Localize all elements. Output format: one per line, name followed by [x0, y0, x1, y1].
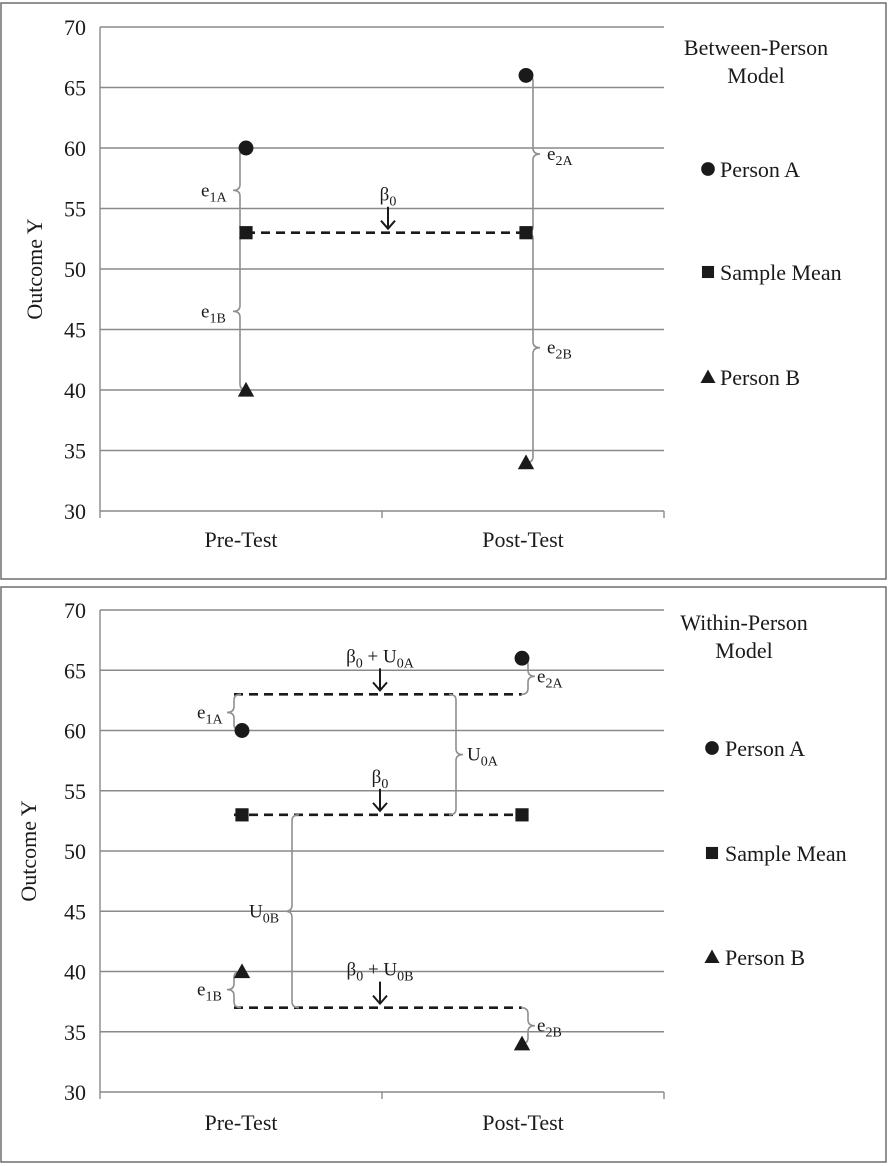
legend-marker-person-b	[700, 369, 716, 384]
brace-e1b	[226, 970, 242, 1009]
legend-marker-person-b	[704, 949, 720, 964]
brace-e2b	[520, 1006, 536, 1045]
x-category-label-pre-test: Pre-Test	[205, 527, 278, 552]
y-tick-label-30: 30	[64, 499, 86, 524]
data-point-person-a-post-test	[518, 67, 534, 83]
reference-label-0: β0 + U0A	[346, 646, 415, 671]
between-person-chart: 30 35 40 45 50 55 60 65 70 Pre-Test Post-Test Outco…	[22, 15, 842, 552]
data-point-person-a-post-test	[514, 650, 530, 666]
chart-title-line-1: Between-Person	[684, 35, 828, 60]
y-tick-label-60: 60	[64, 136, 86, 161]
x-category-label-pre-test: Pre-Test	[205, 1110, 278, 1135]
top-panel-frame	[0, 2, 887, 580]
chart-title-line-1: Within-Person	[680, 610, 807, 635]
y-tick-label-55: 55	[64, 197, 86, 222]
data-point-sample-mean-pre-test	[235, 808, 249, 822]
reference-label-1: β0	[372, 767, 389, 792]
y-tick-label-45: 45	[64, 318, 86, 343]
brace-label-e1a: e1A	[201, 180, 227, 205]
y-tick-label-60: 60	[64, 719, 86, 744]
chart-title-line-2: Model	[715, 638, 772, 663]
brace-label-u0a: U0A	[467, 745, 499, 770]
legend-marker-person-a	[701, 162, 715, 176]
x-category-label-post-test: Post-Test	[482, 1110, 564, 1135]
reference-arrow-0	[380, 206, 396, 231]
data-point-person-a-pre-test	[234, 723, 250, 738]
y-axis-label: Outcome Y	[22, 218, 47, 319]
reference-arrow-1	[372, 788, 388, 813]
data-point-person-b-pre-test	[237, 381, 255, 397]
y-tick-label-40: 40	[64, 960, 86, 985]
data-point-sample-mean-pre-test	[239, 226, 253, 240]
reference-arrow-0	[372, 668, 388, 692]
y-tick-label-70: 70	[64, 598, 86, 623]
legend-label-person-a: Person A	[725, 736, 805, 761]
y-tick-label-40: 40	[64, 378, 86, 403]
y-axis-label: Outcome Y	[16, 800, 41, 901]
y-tick-label-35: 35	[64, 1020, 86, 1045]
y-tick-label-55: 55	[64, 779, 86, 804]
legend-label-sample-mean: Sample Mean	[725, 841, 847, 866]
reference-label-2: β0 + U0B	[347, 960, 414, 985]
reference-label-0: β0	[380, 185, 397, 210]
brace-label-e1b: e1B	[201, 301, 226, 326]
legend-label-sample-mean: Sample Mean	[720, 260, 842, 285]
data-point-person-a-pre-test	[238, 140, 254, 156]
legend-marker-sample-mean	[701, 265, 715, 279]
legend-marker-sample-mean	[705, 846, 719, 860]
brace-e1a	[226, 693, 242, 732]
brace-u0b	[284, 814, 300, 1009]
x-category-label-post-test: Post-Test	[482, 527, 564, 552]
bottom-panel-frame	[0, 586, 887, 1163]
brace-label-e2a: e2A	[537, 666, 563, 691]
brace-label-e2b: e2B	[537, 1016, 562, 1041]
y-tick-label-50: 50	[64, 257, 86, 282]
within-person-chart: 30 35 40 45 50 55 60 65 70 Pre-Test Post-Test Outco…	[16, 598, 847, 1135]
data-point-person-b-pre-test	[233, 963, 251, 979]
brace-label-e2b: e2B	[547, 338, 572, 363]
chart-title-line-2: Model	[727, 63, 784, 88]
brace-label-e1b: e1B	[197, 980, 222, 1005]
y-tick-label-45: 45	[64, 899, 86, 924]
y-tick-label-65: 65	[64, 76, 86, 101]
data-point-person-b-post-test	[517, 454, 535, 470]
legend-marker-person-a	[705, 741, 719, 755]
brace-label-u0b: U0B	[249, 901, 279, 926]
legend-label-person-b: Person B	[720, 365, 800, 390]
y-tick-label-70: 70	[64, 15, 86, 40]
data-point-sample-mean-post-test	[515, 808, 529, 822]
reference-arrow-2	[372, 981, 388, 1006]
data-point-sample-mean-post-test	[519, 226, 533, 240]
y-tick-label-35: 35	[64, 439, 86, 464]
y-tick-label-50: 50	[64, 839, 86, 864]
y-tick-label-30: 30	[64, 1080, 86, 1105]
legend-label-person-b: Person B	[725, 945, 805, 970]
data-point-person-b-post-test	[513, 1035, 531, 1051]
y-tick-label-65: 65	[64, 658, 86, 683]
brace-u0a	[448, 693, 464, 816]
legend-label-person-a: Person A	[720, 157, 800, 182]
brace-label-e1a: e1A	[197, 702, 223, 727]
brace-label-e2a: e2A	[547, 144, 573, 169]
